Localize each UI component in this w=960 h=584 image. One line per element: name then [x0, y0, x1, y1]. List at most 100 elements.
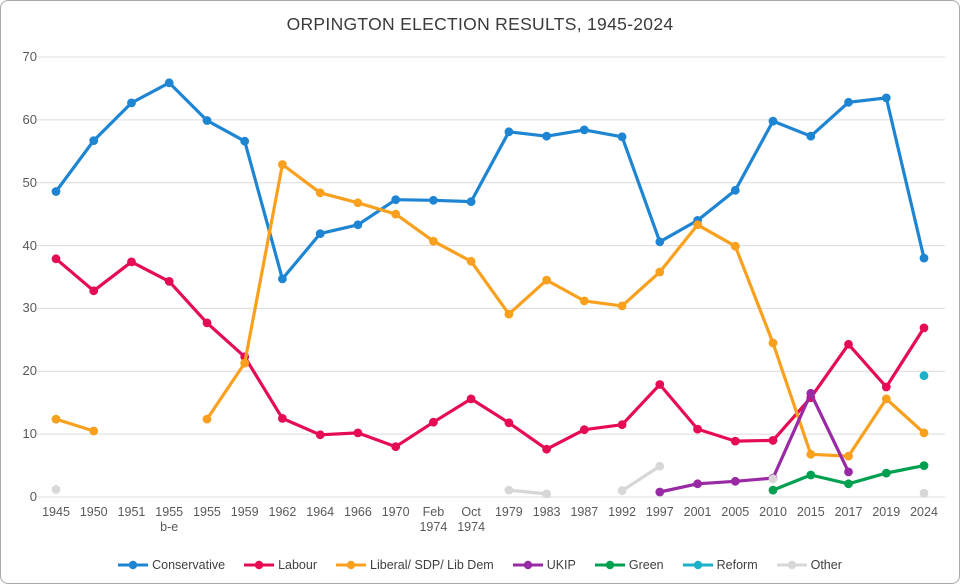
data-point-liberal-sdp-lib-dem-2015 — [806, 449, 816, 459]
data-point-liberal-sdp-lib-dem-2024 — [919, 428, 929, 438]
data-point-labour-1997 — [655, 380, 665, 389]
data-point-conservative-1970 — [391, 195, 401, 205]
data-point-labour-1987 — [579, 425, 589, 435]
data-point-liberal-sdp-lib-dem-1997 — [655, 267, 665, 277]
data-point-green-2019 — [881, 468, 891, 478]
legend-item-ukip: UKIP — [512, 558, 576, 572]
x-tick-label-1959: 1959 — [230, 505, 259, 519]
x-tick-label-1950: 1950 — [79, 505, 108, 519]
legend-marker-other-icon — [776, 560, 807, 570]
data-point-green-2010 — [768, 485, 778, 495]
legend-marker-conservative-icon — [118, 560, 149, 570]
x-tick-label-1970: 1970 — [381, 505, 410, 519]
data-point-conservative-1983 — [542, 131, 551, 141]
data-point-conservative-oct-1974 — [466, 197, 476, 207]
data-point-liberal-sdp-lib-dem-2005 — [730, 241, 740, 251]
x-tick-label-2019: 2019 — [872, 505, 901, 519]
data-point-liberal-sdp-lib-dem-1979 — [504, 309, 514, 319]
data-point-other-1945 — [51, 485, 61, 494]
y-tick-label-10: 10 — [22, 426, 37, 442]
data-point-conservative-1959 — [240, 136, 250, 146]
data-point-liberal-sdp-lib-dem-2001 — [693, 220, 702, 230]
data-point-ukip-2001 — [693, 479, 702, 489]
data-point-labour-feb-1974 — [429, 417, 438, 427]
data-point-conservative-2015 — [806, 131, 816, 141]
x-tick-label-2005: 2005 — [721, 505, 750, 519]
data-point-conservative-2019 — [881, 93, 891, 103]
data-point-green-2017 — [844, 479, 853, 489]
legend-item-other: Other — [776, 558, 842, 572]
legend-item-liberal-sdp-lib-dem: Liberal/ SDP/ Lib Dem — [336, 558, 494, 572]
data-point-green-2024 — [919, 461, 929, 470]
series-line-conservative — [54, 81, 926, 281]
legend-label-other: Other — [810, 558, 842, 572]
x-tick-label-oct-1974: Oct 1974 — [457, 505, 486, 534]
x-tick-label-1955-b-e: 1955 b-e — [155, 505, 184, 534]
data-point-conservative-1955 — [202, 116, 212, 125]
data-point-labour-1945 — [51, 254, 61, 264]
x-tick-label-1945: 1945 — [42, 505, 70, 519]
data-point-liberal-sdp-lib-dem-1983 — [542, 275, 551, 285]
data-point-liberal-sdp-lib-dem-1964 — [315, 188, 325, 198]
data-point-conservative-1951 — [127, 98, 136, 108]
data-point-labour-1950 — [89, 286, 99, 296]
data-point-conservative-2005 — [730, 185, 740, 195]
data-point-liberal-sdp-lib-dem-1970 — [391, 209, 401, 219]
data-point-labour-2024 — [919, 323, 929, 333]
y-tick-label-50: 50 — [22, 174, 37, 190]
data-point-conservative-1966 — [353, 220, 363, 230]
x-tick-label-1951: 1951 — [117, 505, 146, 519]
data-point-ukip-2015 — [806, 388, 816, 398]
x-tick-label-2024: 2024 — [910, 505, 938, 519]
data-point-conservative-2024 — [919, 253, 929, 263]
data-point-other-2024 — [919, 488, 929, 498]
series-line-labour — [54, 257, 926, 451]
legend-item-conservative: Conservative — [118, 558, 225, 572]
data-point-labour-2019 — [881, 382, 891, 392]
x-tick-label-2010: 2010 — [759, 505, 787, 519]
data-point-labour-1992 — [617, 420, 627, 430]
legend-item-reform: Reform — [682, 558, 758, 572]
legend-label-liberal-sdp-lib-dem: Liberal/ SDP/ Lib Dem — [370, 558, 494, 572]
data-point-conservative-1955-b-e — [164, 78, 174, 88]
data-point-labour-oct-1974 — [466, 394, 476, 404]
data-point-ukip-2005 — [730, 476, 740, 486]
data-point-liberal-sdp-lib-dem-1959 — [240, 358, 250, 368]
x-tick-label-2017: 2017 — [834, 505, 863, 519]
data-point-reform-2024 — [919, 371, 929, 381]
x-tick-label-1997: 1997 — [645, 505, 674, 519]
series-line-liberal-sdp-lib-dem — [54, 162, 926, 458]
legend: Conservative Labour Liberal/ SDP/ Lib Dem U… — [1, 558, 959, 572]
legend-marker-labour-icon — [244, 560, 275, 570]
y-tick-label-30: 30 — [22, 300, 37, 316]
data-point-liberal-sdp-lib-dem-1945 — [51, 414, 61, 424]
y-tick-label-40: 40 — [22, 237, 37, 253]
data-point-liberal-sdp-lib-dem-feb-1974 — [429, 236, 438, 246]
data-point-labour-1983 — [542, 444, 551, 454]
data-point-labour-1955 — [202, 318, 212, 328]
data-point-liberal-sdp-lib-dem-1992 — [617, 301, 627, 311]
data-point-liberal-sdp-lib-dem-1966 — [353, 198, 363, 208]
legend-label-labour: Labour — [278, 558, 318, 572]
x-tick-label-2001: 2001 — [683, 505, 712, 519]
data-point-liberal-sdp-lib-dem-2019 — [881, 394, 891, 404]
data-point-conservative-1979 — [504, 127, 514, 137]
data-point-conservative-1992 — [617, 132, 627, 142]
data-point-labour-2017 — [844, 339, 853, 349]
data-point-liberal-sdp-lib-dem-1962 — [278, 160, 287, 169]
legend-marker-ukip-icon — [512, 560, 543, 570]
data-point-other-2010 — [768, 474, 778, 484]
data-point-conservative-2017 — [844, 97, 853, 107]
series-line-ukip — [658, 391, 851, 494]
data-point-liberal-sdp-lib-dem-oct-1974 — [466, 256, 476, 266]
x-tick-label-1962: 1962 — [268, 505, 297, 519]
data-point-conservative-1964 — [315, 229, 325, 239]
data-point-liberal-sdp-lib-dem-1955 — [202, 414, 212, 424]
data-point-conservative-feb-1974 — [429, 195, 438, 205]
data-point-labour-1979 — [504, 418, 514, 428]
data-point-liberal-sdp-lib-dem-2010 — [768, 338, 778, 348]
x-tick-label-feb-1974: Feb 1974 — [419, 505, 448, 534]
y-tick-label-60: 60 — [22, 111, 37, 127]
data-point-labour-1962 — [278, 414, 287, 423]
data-point-labour-1951 — [127, 257, 136, 267]
